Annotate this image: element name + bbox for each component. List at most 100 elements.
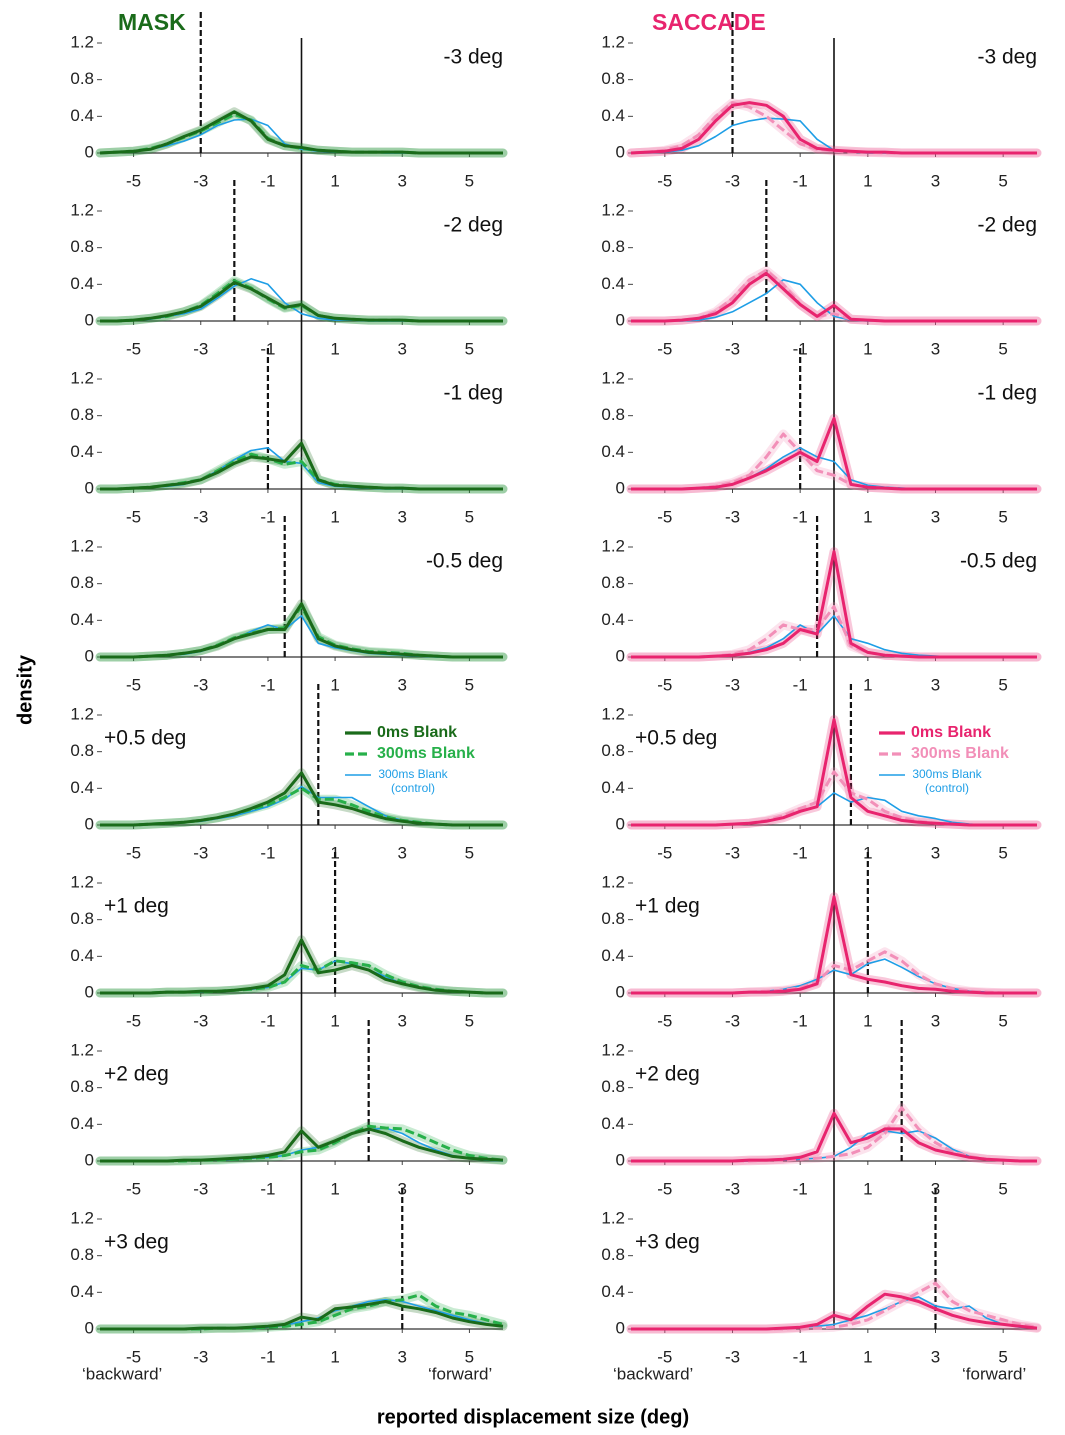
direction-label: ‘forward’ — [428, 1364, 492, 1383]
x-axis-label: reported displacement size (deg) — [377, 1406, 689, 1428]
x-tick-label: 1 — [863, 675, 872, 694]
x-tick-label: 5 — [465, 171, 474, 190]
x-tick-label: 5 — [465, 1179, 474, 1198]
x-tick-label: -1 — [793, 1179, 808, 1198]
direction-label: ‘backward’ — [613, 1364, 693, 1383]
panel-title: +0.5 deg — [104, 727, 186, 750]
panel-title: -1 deg — [443, 382, 503, 405]
x-tick-label: -3 — [193, 1347, 208, 1366]
y-tick-label: 1.2 — [70, 32, 94, 51]
x-tick-label: -3 — [725, 507, 740, 526]
legend-label: 300ms Blank — [377, 745, 475, 762]
x-tick-label: 5 — [998, 1179, 1007, 1198]
panel-title: -3 deg — [977, 46, 1037, 69]
panel-title: -2 deg — [977, 214, 1037, 237]
density-line — [100, 281, 503, 323]
x-tick-label: 3 — [931, 1347, 940, 1366]
x-tick-label: 1 — [330, 507, 339, 526]
x-tick-label: -3 — [725, 171, 740, 190]
y-tick-label: 1.2 — [70, 536, 94, 555]
panel-title: -1 deg — [977, 382, 1037, 405]
panel-title: +2 deg — [104, 1063, 169, 1086]
legend-label: 300ms Blank — [911, 745, 1009, 762]
y-tick-label: 0.4 — [601, 106, 625, 125]
y-tick-label: 1.2 — [70, 872, 94, 891]
y-tick-label: 0.4 — [601, 610, 625, 629]
panel-title: +3 deg — [104, 1231, 169, 1254]
x-tick-label: -5 — [126, 1179, 141, 1198]
y-tick-label: 0 — [616, 310, 625, 329]
legend-label-box: 300ms Blank (control) — [912, 767, 981, 795]
panel-title: +3 deg — [635, 1231, 700, 1254]
y-tick-label: 1.2 — [70, 704, 94, 723]
y-tick-label: 0.4 — [601, 442, 625, 461]
x-tick-label: -3 — [725, 1347, 740, 1366]
x-tick-label: 1 — [863, 339, 872, 358]
x-tick-label: -1 — [793, 171, 808, 190]
y-tick-label: 0.8 — [601, 1245, 625, 1264]
y-tick-label: 1.2 — [601, 1040, 625, 1059]
x-tick-label: 5 — [465, 339, 474, 358]
x-tick-label: 1 — [330, 1347, 339, 1366]
y-tick-label: 0.4 — [70, 1282, 94, 1301]
x-tick-label: 5 — [465, 675, 474, 694]
x-tick-label: -1 — [260, 1179, 275, 1198]
y-tick-label: 0.8 — [70, 909, 94, 928]
x-tick-label: -1 — [793, 843, 808, 862]
y-tick-label: 1.2 — [70, 368, 94, 387]
density-line — [631, 550, 1037, 659]
x-tick-label: 3 — [398, 507, 407, 526]
y-tick-label: 0 — [616, 646, 625, 665]
y-tick-label: 0 — [85, 1318, 94, 1337]
y-tick-label: 0.8 — [70, 69, 94, 88]
y-tick-label: 1.2 — [70, 1040, 94, 1059]
panel: 0 0.4 0.8 1.2 -5 -3 -1 1 3 5 +3 deg ‘backward’ ‘forw… — [601, 1188, 1042, 1383]
y-tick-label: 0 — [616, 982, 625, 1001]
y-tick-label: 0.8 — [70, 405, 94, 424]
x-tick-label: 5 — [465, 1347, 474, 1366]
x-tick-label: -1 — [793, 1011, 808, 1030]
y-tick-label: 0.4 — [601, 778, 625, 797]
panel: 0 0.4 0.8 1.2 -5 -3 -1 1 3 5 -1 deg — [70, 348, 508, 542]
density-line — [631, 1111, 1037, 1163]
y-tick-label: 0 — [85, 142, 94, 161]
y-tick-label: 1.2 — [601, 872, 625, 891]
x-tick-label: 1 — [330, 171, 339, 190]
y-tick-label: 1.2 — [601, 1208, 625, 1227]
density-line — [631, 1292, 1038, 1331]
y-tick-label: 0 — [85, 478, 94, 497]
x-tick-label: 1 — [863, 1179, 872, 1198]
direction-label: ‘backward’ — [82, 1364, 162, 1383]
panel-title: +2 deg — [635, 1063, 700, 1086]
y-axis-label: density — [14, 654, 36, 725]
y-tick-label: 0 — [85, 982, 94, 1001]
legend-label-box: 300ms Blank (control) — [378, 767, 447, 795]
x-tick-label: -5 — [126, 1347, 141, 1366]
x-tick-label: -5 — [657, 1011, 672, 1030]
panel-title: -0.5 deg — [960, 550, 1037, 573]
x-tick-label: -5 — [126, 339, 141, 358]
panel-title: -0.5 deg — [426, 550, 503, 573]
x-tick-label: 5 — [465, 1011, 474, 1030]
panel-title: +0.5 deg — [635, 727, 717, 750]
x-tick-label: 1 — [330, 1179, 339, 1198]
y-tick-label: 0.4 — [70, 106, 94, 125]
y-tick-label: 0.4 — [70, 1114, 94, 1133]
x-tick-label: 1 — [863, 1011, 872, 1030]
y-tick-label: 0.4 — [601, 1282, 625, 1301]
x-tick-label: -3 — [193, 339, 208, 358]
x-tick-label: 3 — [398, 675, 407, 694]
direction-label: ‘forward’ — [962, 1364, 1026, 1383]
x-tick-label: -5 — [126, 1011, 141, 1030]
x-tick-label: 5 — [465, 507, 474, 526]
x-tick-label: -5 — [126, 675, 141, 694]
x-tick-label: -3 — [725, 339, 740, 358]
x-tick-label: -3 — [725, 675, 740, 694]
y-tick-label: 0.8 — [601, 573, 625, 592]
panel: 0 0.4 0.8 1.2 -5 -3 -1 1 3 5 -0.5 deg — [601, 516, 1042, 710]
x-tick-label: -3 — [193, 1011, 208, 1030]
density-line — [631, 416, 1037, 491]
x-tick-label: -3 — [193, 507, 208, 526]
